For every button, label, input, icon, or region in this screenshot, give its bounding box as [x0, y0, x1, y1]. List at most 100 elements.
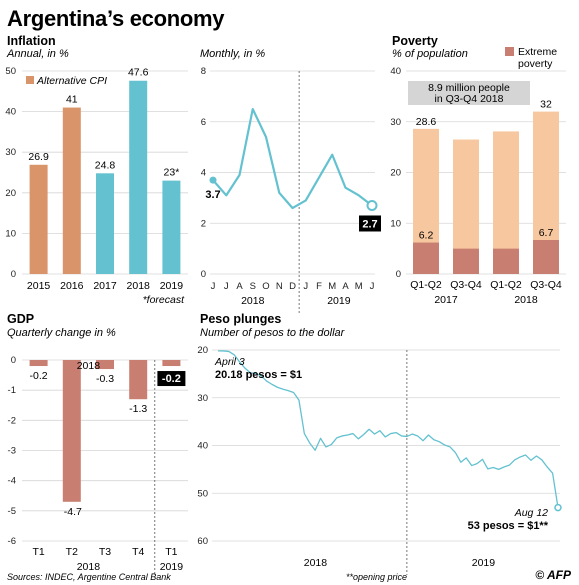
peso-end-date: Aug 12 — [514, 507, 548, 519]
extreme-poverty-bar — [493, 248, 519, 274]
monthly-year-label: 2018 — [241, 295, 265, 307]
poverty-xtick-label: Q3-Q4 — [450, 279, 482, 291]
gdp-xtick-label: T1 — [165, 546, 177, 558]
gdp-year-label: 2018 — [77, 360, 101, 372]
gdp-ytick-label: -5 — [8, 506, 16, 517]
annual-ytick-label: 0 — [11, 269, 16, 280]
gdp-bar — [96, 360, 114, 370]
annual-xtick-label: 2017 — [93, 280, 117, 292]
poverty-ytick-label: 10 — [390, 218, 401, 229]
annual-legend-label: Alternative CPI — [36, 75, 107, 87]
gdp-bar — [62, 360, 81, 502]
poverty-xtick-label: Q1-Q2 — [410, 279, 442, 291]
monthly-last-label-box — [359, 215, 381, 232]
annual-xtick-label: 2019 — [160, 280, 184, 292]
page-title: Argentina’s economy — [7, 6, 225, 31]
poverty-ytick-label: 0 — [396, 269, 401, 280]
afp-logo: © AFP — [535, 568, 571, 582]
annual-bar — [129, 80, 148, 274]
monthly-xtick-label: A — [236, 281, 243, 292]
monthly-xtick-label: A — [342, 281, 349, 292]
annual-xtick-label: 2015 — [27, 280, 51, 292]
extreme-poverty-bar — [413, 242, 439, 274]
peso-ytick-label: 20 — [197, 345, 208, 356]
peso-ytick-label: 60 — [197, 536, 208, 547]
gdp-bar — [162, 360, 181, 367]
annual-value-label: 41 — [66, 94, 78, 106]
peso-start-date: April 3 — [214, 356, 245, 368]
monthly-series-line — [212, 107, 373, 210]
gdp-title: GDP — [7, 312, 35, 326]
gdp-ytick-label: -2 — [8, 415, 16, 426]
poverty-annotation: in Q3-Q4 2018 — [435, 93, 504, 105]
peso-end-value: 53 pesos = $1** — [468, 520, 549, 532]
gdp-bar — [129, 360, 148, 400]
peso-subtitle: Number of pesos to the dollar — [200, 327, 345, 339]
peso-ytick-label: 40 — [197, 441, 208, 452]
peso-year-label: 2018 — [304, 557, 328, 569]
gdp-value-label: -0.2 — [30, 370, 48, 382]
inflation-monthly-subtitle: Monthly, in % — [200, 48, 266, 60]
extreme-value-label: 6.2 — [419, 230, 434, 242]
annual-value-label: 26.9 — [28, 151, 49, 163]
monthly-xtick-label: J — [303, 281, 308, 292]
gdp-last-label-box — [157, 371, 186, 387]
poverty-subtitle: % of population — [392, 48, 468, 60]
annual-bar — [62, 107, 81, 274]
monthly-ytick-label: 4 — [201, 168, 206, 179]
poverty-ytick-label: 20 — [390, 168, 401, 179]
gdp-ytick-label: -3 — [8, 446, 16, 457]
poverty-legend-label: Extreme — [518, 46, 557, 58]
peso-title: Peso plunges — [200, 312, 282, 326]
inflation-title: Inflation — [7, 34, 56, 48]
annual-ytick-label: 40 — [5, 107, 16, 118]
afp-credit: AFP — [547, 568, 571, 582]
poverty-annotation-box — [408, 81, 530, 105]
annual-value-label: 47.6 — [128, 67, 149, 79]
monthly-ytick-label: 8 — [201, 66, 206, 77]
monthly-year-label: 2019 — [327, 295, 351, 307]
monthly-ytick-label: 2 — [201, 218, 206, 229]
gdp-subtitle: Quarterly change in % — [7, 327, 116, 339]
monthly-xtick-label: M — [328, 281, 336, 292]
gdp-xtick-label: T3 — [99, 546, 111, 558]
gdp-xtick-label: T4 — [132, 546, 144, 558]
monthly-xtick-label: J — [370, 281, 375, 292]
annual-ytick-label: 50 — [5, 66, 16, 77]
annual-xtick-label: 2016 — [60, 280, 84, 292]
gdp-value-label: -0.2 — [162, 373, 181, 385]
inflation-annual-subtitle: Annual, in % — [7, 48, 69, 60]
monthly-ytick-label: 6 — [201, 117, 206, 128]
gdp-ytick-label: -6 — [8, 536, 16, 547]
monthly-xtick-label: D — [289, 281, 296, 292]
peso-ytick-label: 50 — [197, 488, 208, 499]
annual-bar — [96, 173, 114, 274]
monthly-xtick-label: M — [355, 281, 363, 292]
poverty-year-label: 2018 — [514, 294, 538, 306]
extreme-poverty-bar — [533, 239, 559, 274]
gdp-ytick-label: -1 — [8, 385, 16, 396]
peso-ytick-label: 30 — [197, 393, 208, 404]
poverty-annotation: 8.9 million people — [428, 82, 510, 94]
annual-ytick-label: 20 — [5, 188, 16, 199]
annual-value-label: 24.8 — [95, 159, 116, 171]
gdp-bar — [29, 360, 48, 367]
monthly-last-point — [366, 199, 378, 211]
gdp-ytick-label: 0 — [11, 355, 16, 366]
monthly-last-label: 2.7 — [362, 218, 377, 230]
poverty-legend-label: poverty — [518, 58, 553, 70]
extreme-value-label: 6.7 — [539, 227, 554, 239]
annual-footnote: *forecast — [143, 294, 186, 306]
annual-value-label: 23* — [164, 167, 180, 179]
poverty-ytick-label: 40 — [390, 66, 401, 77]
gdp-xtick-label: T1 — [32, 546, 44, 558]
annual-legend-swatch — [26, 76, 34, 84]
poverty-year-label: 2017 — [434, 294, 458, 306]
gdp-year-label: 2018 — [77, 561, 101, 573]
monthly-xtick-label: F — [316, 281, 322, 292]
gdp-value-label: -1.3 — [129, 403, 147, 415]
poverty-xtick-label: Q1-Q2 — [490, 279, 522, 291]
peso-footnote: **opening price — [346, 572, 408, 582]
monthly-first-point — [209, 176, 217, 184]
